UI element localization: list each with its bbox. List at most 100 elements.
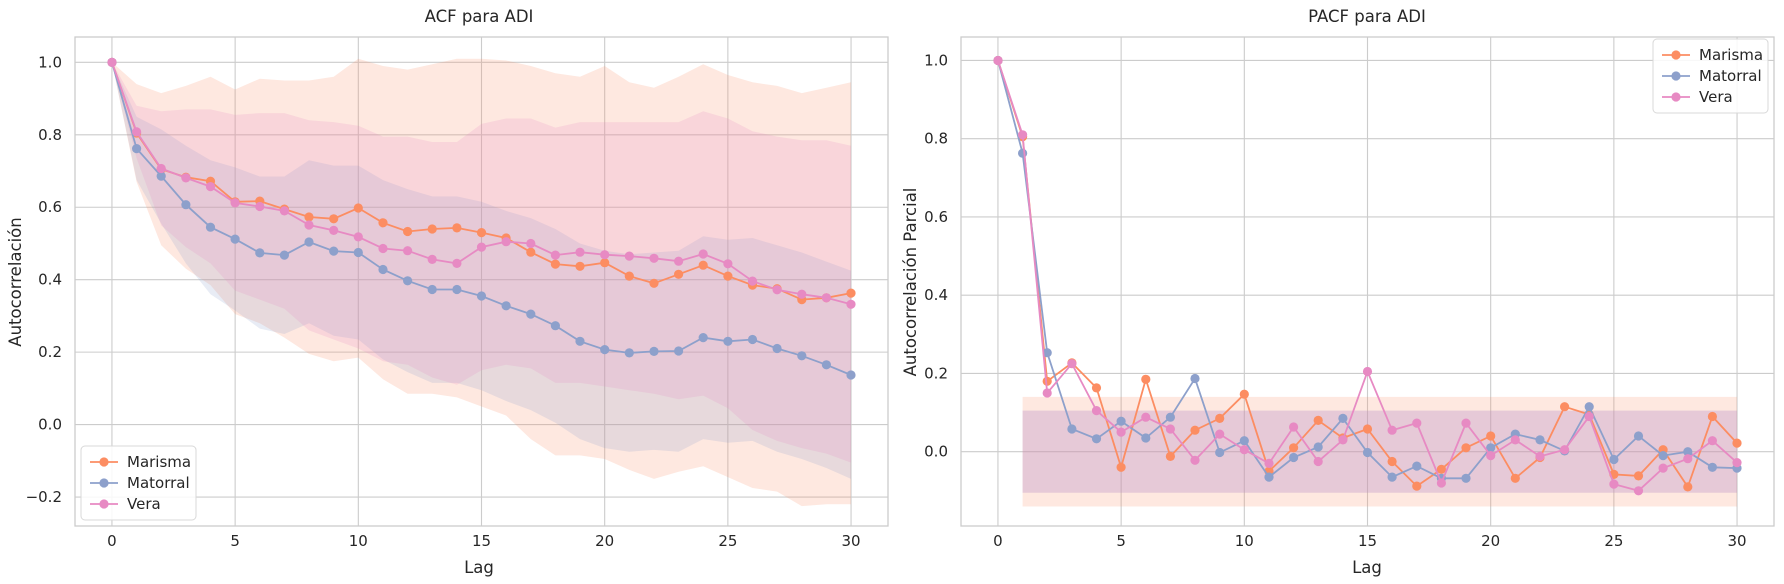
- pacf-point-vera: [1560, 445, 1570, 455]
- acf-point-vera: [205, 182, 216, 192]
- pacf-point-vera: [993, 55, 1003, 66]
- pacf-title: PACF para ADI: [1308, 7, 1426, 26]
- pacf-point-matorral: [1535, 435, 1545, 445]
- acf-point-vera: [181, 173, 191, 183]
- acf-point-matorral: [698, 333, 708, 343]
- pacf-frame: [960, 36, 1775, 527]
- pacf-point-marisma: [1165, 451, 1175, 461]
- acf-legend-box: [80, 445, 197, 521]
- pacf-point-vera: [1535, 451, 1545, 461]
- acf-point-vera: [427, 254, 437, 264]
- pacf-point-matorral: [1313, 442, 1323, 452]
- pacf-point-vera: [1486, 451, 1496, 461]
- acf-point-vera: [279, 206, 289, 216]
- pacf-point-matorral: [1239, 436, 1249, 446]
- acf-legend-label-marisma: Marisma: [127, 453, 191, 471]
- acf-point-matorral: [674, 346, 684, 356]
- acf-legend-label-vera: Vera: [127, 495, 161, 513]
- acf-point-matorral: [747, 334, 758, 345]
- pacf-point-matorral: [1362, 447, 1373, 458]
- acf-point-marisma: [329, 214, 339, 224]
- acf-point-vera: [846, 299, 856, 309]
- pacf-point-vera: [1165, 424, 1175, 434]
- acf-point-matorral: [501, 301, 511, 311]
- pacf-point-matorral: [1387, 472, 1397, 482]
- acf-point-matorral: [132, 144, 142, 154]
- acf-point-vera: [624, 251, 634, 261]
- acf-point-matorral: [255, 248, 265, 258]
- acf-point-marisma: [674, 269, 684, 279]
- acf-point-matorral: [304, 237, 314, 247]
- acf-point-matorral: [821, 360, 832, 370]
- acf-point-marisma: [304, 212, 314, 222]
- pacf-point-vera: [1362, 366, 1373, 377]
- acf-point-marisma: [723, 271, 733, 281]
- pacf-y-tick-label: 0.6: [924, 208, 948, 226]
- pacf-point-vera: [1683, 454, 1693, 464]
- pacf-point-marisma: [1486, 431, 1496, 441]
- pacf-legend: Marisma Matorral Vera: [1652, 38, 1769, 114]
- acf-point-vera: [772, 285, 782, 295]
- pacf-point-vera: [1461, 418, 1471, 428]
- pacf-point-matorral: [1707, 462, 1717, 472]
- acf-band-vera: [112, 62, 851, 463]
- pacf-point-marisma: [1313, 415, 1323, 425]
- acf-point-matorral: [846, 370, 856, 380]
- pacf-point-vera: [1412, 418, 1422, 428]
- acf-point-marisma: [624, 271, 634, 281]
- acf-y-tick-label: −0.2: [26, 488, 62, 506]
- pacf-point-matorral: [1683, 447, 1693, 457]
- pacf-point-matorral: [1486, 443, 1496, 453]
- acf-point-matorral: [797, 351, 807, 361]
- acf-point-matorral: [329, 246, 339, 256]
- acf-point-matorral: [378, 264, 388, 275]
- pacf-point-matorral: [1165, 412, 1175, 422]
- acf-point-matorral: [452, 284, 462, 295]
- pacf-point-vera: [1338, 435, 1348, 445]
- pacf-x-tick-label: 25: [1604, 532, 1623, 550]
- acf-point-vera: [476, 242, 487, 252]
- acf-point-marisma: [378, 218, 388, 228]
- acf-y-tick-label: 1.0: [38, 53, 62, 71]
- pacf-point-matorral: [1658, 451, 1668, 461]
- pacf-point-vera: [1510, 435, 1520, 445]
- acf-point-matorral: [575, 336, 585, 346]
- acf-point-matorral: [649, 346, 659, 356]
- acf-point-matorral: [156, 171, 166, 181]
- acf-point-matorral: [353, 247, 363, 258]
- pacf-point-marisma: [1289, 443, 1299, 453]
- pacf-point-matorral: [1609, 454, 1619, 465]
- pacf-point-marisma: [1436, 464, 1446, 474]
- acf-point-vera: [329, 225, 339, 235]
- acf-point-marisma: [353, 203, 363, 213]
- pacf-point-marisma: [1461, 443, 1471, 453]
- pacf-point-marisma: [1560, 402, 1570, 412]
- pacf-xlabel: Lag: [1352, 558, 1382, 577]
- acf-point-marisma: [403, 226, 413, 237]
- acf-point-vera: [107, 57, 117, 67]
- acf-point-vera: [821, 293, 832, 303]
- pacf-x-tick-label: 0: [993, 532, 1003, 550]
- acf-point-marisma: [526, 247, 536, 257]
- acf-x-tick-label: 30: [841, 532, 860, 550]
- acf-point-marisma: [452, 223, 462, 233]
- pacf-point-vera: [1387, 425, 1397, 435]
- pacf-point-vera: [1633, 486, 1644, 496]
- acf-point-marisma: [649, 278, 659, 288]
- pacf-point-marisma: [1116, 462, 1126, 472]
- acf-point-vera: [698, 249, 708, 259]
- acf-point-matorral: [230, 234, 240, 244]
- acf-point-marisma: [575, 261, 585, 271]
- acf-x-tick-label: 10: [349, 532, 368, 550]
- pacf-point-vera: [1609, 479, 1619, 489]
- acf-point-vera: [526, 238, 536, 249]
- acf-y-tick-label: 0.6: [38, 198, 62, 216]
- acf-point-vera: [452, 258, 462, 268]
- pacf-point-vera: [1091, 406, 1102, 416]
- acf-legend-marker-vera: [99, 499, 109, 509]
- acf-point-matorral: [772, 343, 782, 354]
- pacf-point-marisma: [1215, 413, 1225, 423]
- acf-plot-area: 0 5 10 15 20 25 30 −0.2 0.0 0.2 0.4 0.6 0.8 1.0 Marism…: [26, 36, 889, 550]
- pacf-y-tick-label: 0.8: [924, 130, 948, 148]
- acf-point-vera: [132, 127, 142, 137]
